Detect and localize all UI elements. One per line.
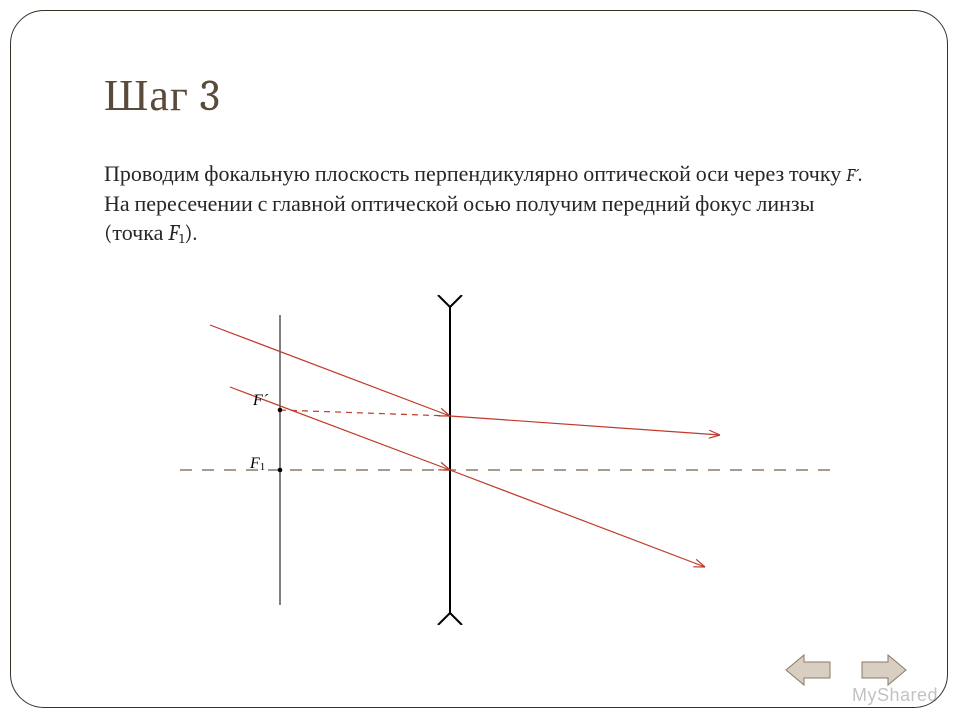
slide-body: Проводим фокальную плоскость перпендикул… [104, 160, 864, 249]
label-f-prime: F´ [253, 392, 268, 410]
label-f1: F1 [250, 455, 265, 473]
label-f1-letter: F [250, 455, 260, 472]
watermark: MyShared [852, 685, 938, 706]
body-part1: Проводим фокальную плоскость перпендикул… [104, 161, 846, 187]
body-f1-letter: F [168, 220, 179, 246]
next-button[interactable] [860, 652, 908, 688]
arrow-left-icon [784, 652, 832, 688]
nav-buttons [784, 652, 908, 688]
slide-title: Шаг 3 [104, 70, 221, 121]
body-part3: ). [184, 220, 197, 246]
optics-diagram: F´ F1 [150, 295, 850, 625]
arrow-right-icon [860, 652, 908, 688]
label-f1-sub: 1 [260, 461, 266, 473]
prev-button[interactable] [784, 652, 832, 688]
body-f-prime: F´ [846, 165, 858, 186]
